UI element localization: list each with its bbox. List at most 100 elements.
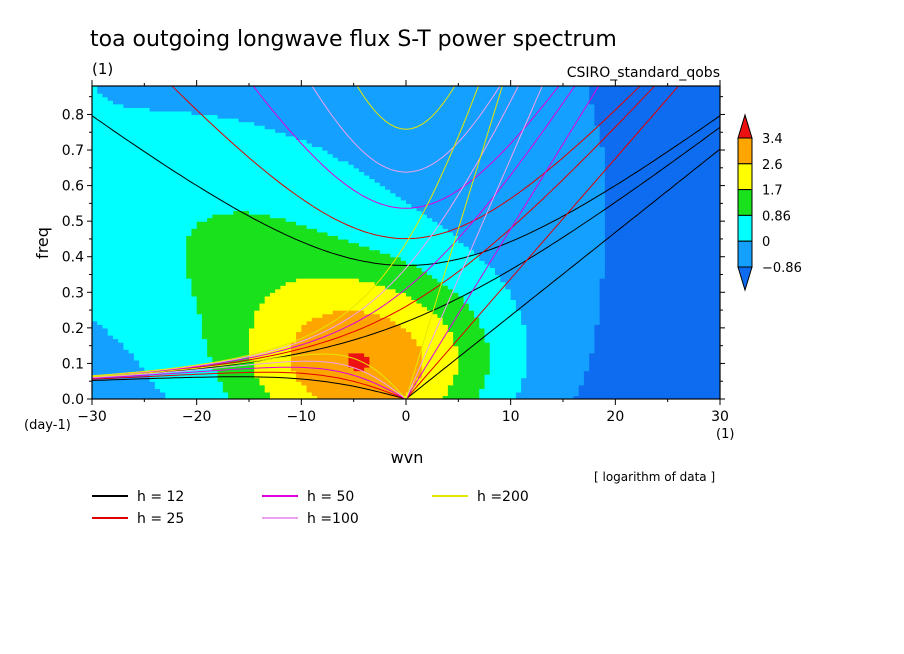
field-cell: [269, 292, 407, 297]
field-cell: [589, 86, 720, 91]
field-cell: [604, 164, 720, 169]
field-cell: [453, 331, 486, 336]
field-cell: [573, 395, 720, 399]
field-cell: [442, 317, 480, 322]
field-cell: [453, 231, 606, 236]
field-cell: [92, 267, 187, 272]
field-cell: [458, 370, 491, 375]
field-cell: [589, 363, 720, 368]
field-cell: [92, 363, 140, 368]
y-axis: 0.0 0.1 0.2 0.3 0.4 0.5 0.6 0.7 0.8: [62, 96, 725, 408]
field-cell: [92, 242, 187, 247]
field-cell: [594, 349, 720, 354]
field-cell: [196, 224, 308, 229]
field-cell: [505, 285, 601, 290]
field-cell: [353, 164, 606, 169]
field-cell: [228, 391, 271, 397]
field-cell: [92, 93, 104, 98]
field-cell: [92, 100, 114, 105]
field-cell: [484, 327, 527, 333]
field-cell: [421, 352, 459, 357]
field-cell: [578, 388, 720, 393]
field-cell: [201, 331, 250, 336]
field-cell: [578, 391, 720, 397]
field-cell: [196, 302, 261, 308]
field-cell: [416, 338, 454, 343]
field-cell: [406, 391, 449, 397]
kelvin-curve: [405, 86, 680, 399]
field-cell: [479, 253, 606, 258]
field-cell: [201, 320, 255, 325]
field-cell: [599, 128, 720, 133]
colorbar-label: 1.7: [762, 184, 783, 199]
eig-curve: [92, 126, 720, 378]
field-cell: [139, 359, 213, 365]
field-cell: [201, 334, 250, 340]
field-cell: [369, 363, 423, 368]
legend-label: h = 25: [137, 511, 184, 527]
field-cell: [364, 171, 606, 176]
eig-curve: [92, 86, 519, 377]
field-cell: [186, 267, 423, 272]
field-cell: [379, 182, 606, 187]
colorbar-band: [737, 163, 753, 191]
field-cell: [249, 331, 297, 336]
field-cell: [578, 384, 720, 389]
field-cell: [296, 135, 601, 140]
field-cell: [317, 228, 449, 233]
field-cell: [604, 249, 720, 254]
field-cell: [285, 132, 601, 137]
field-cell: [447, 285, 507, 290]
field-cell: [92, 285, 193, 290]
field-cell: [207, 345, 250, 350]
field-cell: [406, 260, 486, 265]
field-cell: [196, 306, 261, 311]
field-cell: [411, 331, 454, 336]
field-cell: [201, 313, 255, 318]
field-cell: [484, 334, 527, 340]
field-cell: [437, 313, 475, 318]
field-cell: [484, 381, 522, 386]
field-cell: [599, 302, 720, 308]
field-cell: [521, 310, 601, 315]
field-cell: [112, 100, 590, 105]
field-cell: [421, 349, 459, 354]
field-cell: [421, 210, 606, 215]
field-cell: [489, 359, 527, 365]
field-cell: [102, 93, 590, 98]
field-cell: [416, 206, 606, 212]
field-cell: [411, 295, 465, 301]
field-cell: [327, 150, 606, 155]
field-cell: [254, 366, 292, 372]
y-tick-label: 0.8: [62, 107, 84, 123]
field-cell: [311, 317, 391, 322]
y-tick-label: 0.2: [62, 321, 84, 337]
field-cell: [249, 345, 292, 350]
field-cell: [390, 317, 444, 322]
field-cell: [453, 381, 486, 386]
field-cell: [249, 338, 297, 343]
field-cell: [207, 349, 250, 354]
field-cell: [306, 139, 601, 144]
field-cell: [92, 160, 350, 165]
field-cell: [212, 214, 271, 219]
field-cell: [463, 295, 512, 301]
field-cell: [92, 302, 198, 308]
field-cell: [484, 260, 606, 265]
field-cell: [599, 288, 720, 293]
field-cell: [589, 366, 720, 372]
field-cell: [489, 263, 606, 269]
field-cell: [92, 217, 208, 222]
field-cell: [510, 292, 601, 297]
field-cell: [259, 381, 302, 386]
field-cell: [259, 377, 297, 382]
field-cell: [92, 221, 198, 226]
field-cell: [92, 356, 135, 361]
field-cell: [317, 395, 402, 399]
field-cell: [604, 167, 720, 172]
field-cell: [458, 235, 606, 240]
field-cell: [92, 103, 124, 108]
field-cell: [254, 324, 302, 329]
field-cell: [604, 185, 720, 190]
field-cell: [92, 381, 156, 386]
